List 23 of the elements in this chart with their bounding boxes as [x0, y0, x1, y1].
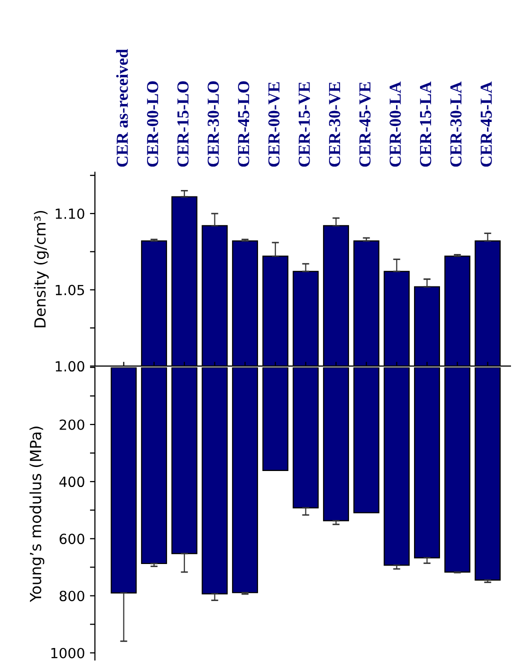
- x-tick-label: CER-15-VE: [298, 82, 310, 167]
- x-tick-label: CER-15-LA: [420, 81, 432, 167]
- x-tick-label: CER-45-VE: [359, 82, 371, 167]
- y-tick-label: 1.10: [56, 208, 84, 220]
- y-tick-label: 1.00: [56, 361, 84, 372]
- x-tick-label: CER-30-VE: [328, 82, 340, 167]
- x-tick-label: CER as-received: [116, 49, 128, 167]
- x-tick-label: CER-45-LO: [238, 81, 250, 167]
- y-tick-label: 400: [59, 476, 84, 488]
- x-tick-label: CER-30-LA: [450, 81, 462, 167]
- y-axis-title: Young’s modulus (MPa): [29, 426, 44, 602]
- y-tick-label: 1.05: [56, 284, 84, 296]
- y-tick-label: 1000: [51, 648, 84, 658]
- x-tick-label: CER-00-LO: [146, 81, 158, 167]
- y-tick-label: 800: [60, 590, 84, 602]
- x-tick-label: CER-15-LO: [177, 81, 189, 167]
- y-axis-title: Density (g/cm³): [34, 210, 49, 328]
- y-tick-label: 600: [60, 534, 84, 544]
- x-tick-label: CER-00-LA: [390, 81, 401, 167]
- x-tick-label: CER-45-LA: [480, 81, 492, 167]
- x-tick-label: CER-30-LO: [208, 81, 219, 167]
- y-tick-label: 200: [60, 419, 84, 430]
- x-tick-label: CER-00-VE: [268, 82, 280, 167]
